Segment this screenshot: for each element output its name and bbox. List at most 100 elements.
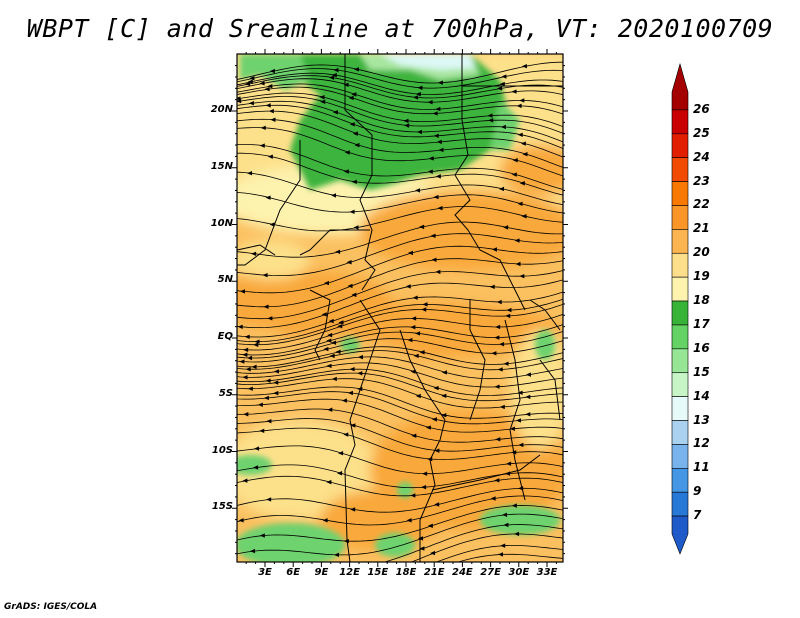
- streamline-arrow: [434, 502, 440, 507]
- streamline-arrow: [347, 283, 353, 289]
- streamline-arrow: [262, 272, 268, 278]
- colorbar-segment: [671, 229, 689, 254]
- streamline: [237, 100, 563, 143]
- streamline: [237, 350, 563, 371]
- streamline-arrow: [519, 98, 525, 103]
- streamline-arrow: [328, 318, 334, 324]
- streamline-arrow: [242, 375, 248, 380]
- streamline-arrow: [500, 543, 506, 548]
- streamline-arrow: [267, 316, 273, 321]
- streamline-arrow: [514, 531, 520, 537]
- lon-label: 33E: [536, 567, 558, 578]
- streamline-arrow: [242, 478, 248, 483]
- streamline-arrow: [421, 484, 427, 490]
- streamline-arrow: [348, 95, 354, 101]
- streamline: [383, 524, 563, 562]
- streamline-arrow: [239, 289, 245, 294]
- streamline-arrow: [334, 552, 340, 558]
- streamline-arrow: [403, 118, 409, 124]
- streamline-arrow: [511, 503, 517, 508]
- streamline-arrow: [349, 209, 355, 215]
- streamline-arrow: [437, 205, 443, 211]
- streamline: [237, 495, 563, 526]
- streamline-arrow: [323, 280, 329, 286]
- streamline-arrow: [331, 72, 337, 78]
- streamline-arrow: [425, 425, 431, 430]
- streamline: [237, 152, 563, 196]
- lon-label: 15E: [367, 567, 389, 578]
- streamline-arrow: [346, 260, 352, 265]
- streamline-arrow: [522, 152, 528, 157]
- lat-label: 10S: [211, 444, 233, 456]
- streamline-arrow: [431, 417, 437, 422]
- streamline-arrow: [410, 493, 416, 498]
- streamline: [237, 505, 563, 542]
- streamline-arrow: [330, 599, 335, 603]
- streamline-arrow: [331, 340, 337, 345]
- colorbar-label: 12: [693, 436, 710, 451]
- streamline-arrow: [434, 448, 440, 453]
- streamline-arrow: [517, 390, 523, 395]
- lat-label: 5S: [218, 387, 233, 399]
- colorbar-segment: [671, 444, 689, 469]
- streamline-arrow: [244, 334, 250, 340]
- streamline: [237, 291, 563, 338]
- lon-label: 18E: [395, 567, 417, 578]
- streamline-arrow: [494, 478, 500, 483]
- streamline-arrow: [502, 512, 508, 518]
- streamline-arrow: [267, 154, 273, 159]
- streamline-arrow: [253, 465, 259, 470]
- streamline-arrow: [239, 359, 245, 364]
- streamline: [237, 233, 563, 276]
- lon-label: 12E: [339, 567, 360, 578]
- streamline-arrow: [521, 64, 527, 69]
- streamline-arrow: [264, 86, 270, 92]
- streamline-arrow: [351, 92, 357, 97]
- wbpt-field: [237, 54, 563, 603]
- streamline-arrow: [257, 402, 263, 407]
- streamline: [237, 144, 563, 190]
- streamline-arrow: [419, 546, 425, 551]
- streamline-arrow: [326, 479, 332, 485]
- streamline-arrow: [247, 79, 253, 84]
- streamline-arrow: [415, 393, 421, 399]
- streamline-arrow: [441, 393, 447, 399]
- streamline-arrow: [327, 332, 333, 338]
- streamline-arrow: [505, 313, 511, 319]
- streamline-arrow: [335, 349, 341, 355]
- streamline-arrow: [265, 195, 271, 200]
- streamline-arrow: [494, 384, 500, 389]
- streamline-arrow: [490, 496, 496, 501]
- plot-frame: [236, 53, 564, 563]
- streamline-arrow: [357, 371, 363, 376]
- streamline-arrow: [269, 68, 275, 74]
- streamline-arrow: [431, 257, 437, 262]
- country-borders: [237, 54, 563, 562]
- streamline-arrow: [347, 390, 353, 396]
- lon-label: 24E: [452, 567, 473, 578]
- streamline-arrow: [266, 418, 272, 424]
- streamline-arrow: [515, 261, 521, 267]
- streamline-arrow: [509, 426, 515, 431]
- streamline-arrow: [491, 247, 497, 252]
- streamline-arrow: [432, 111, 438, 116]
- streamline-arrow: [437, 80, 443, 85]
- colorbar: [671, 62, 689, 555]
- streamline-arrow: [514, 238, 520, 243]
- streamline-arrow: [250, 548, 256, 554]
- streamline-arrow: [270, 117, 276, 122]
- streamline: [237, 372, 563, 402]
- streamline-arrow: [419, 224, 425, 230]
- streamline: [237, 206, 563, 232]
- streamline-arrow: [436, 139, 442, 145]
- streamline: [237, 75, 563, 99]
- streamline-arrow: [407, 337, 413, 343]
- streamline-arrow: [259, 428, 265, 434]
- streamline-arrow: [517, 201, 523, 207]
- colorbar-segment: [671, 420, 689, 445]
- lat-label: 10N: [210, 217, 233, 229]
- streamline: [237, 110, 563, 158]
- streamline: [237, 118, 563, 168]
- streamline-arrow: [518, 442, 524, 448]
- streamline-arrow: [512, 158, 518, 163]
